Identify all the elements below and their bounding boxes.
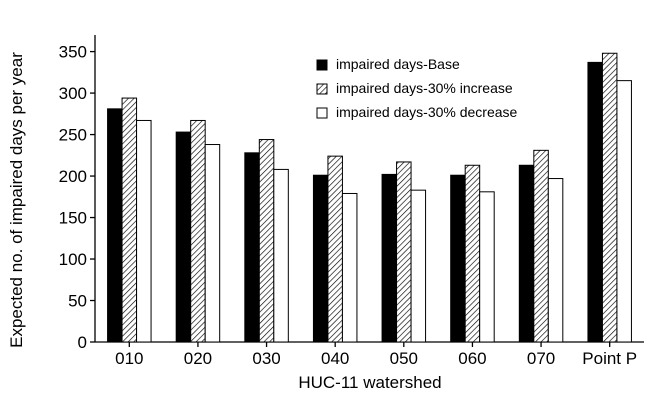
x-tick-label: 030 <box>252 349 280 368</box>
x-tick-label: 060 <box>458 349 486 368</box>
x-tick-label: 050 <box>390 349 418 368</box>
axis-labels: Expected no. of impaired days per year H… <box>7 52 442 392</box>
bar-040-series-3 <box>341 192 358 343</box>
y-tick-label: 200 <box>59 167 87 186</box>
x-tick-label: 020 <box>184 349 212 368</box>
x-axis-label: HUC-11 watershed <box>298 373 441 392</box>
legend-swatch <box>316 107 328 119</box>
legend-label: impaired days-30% increase <box>336 80 513 96</box>
bar-070-series-2 <box>533 149 549 343</box>
legend-label: impaired days-30% decrease <box>336 104 518 120</box>
y-tick-label: 50 <box>68 292 87 311</box>
bar-020-series-1 <box>175 131 192 343</box>
legend-background <box>310 50 560 132</box>
bar-040-series-1 <box>312 174 329 343</box>
bar-040-series-2 <box>327 155 343 343</box>
legend-label: impaired days-Base <box>336 56 460 72</box>
bar-point-p-series-2 <box>601 52 618 343</box>
bar-050-series-2 <box>396 161 412 343</box>
bar-point-p-series-1 <box>587 61 603 343</box>
bar-070-series-3 <box>547 178 564 343</box>
x-tick-label: 040 <box>321 349 349 368</box>
y-tick-label: 300 <box>59 84 87 103</box>
y-tick-label: 0 <box>78 333 87 352</box>
bar-010-series-1 <box>107 108 123 343</box>
bar-050-series-3 <box>410 189 427 343</box>
x-tick-label: 010 <box>115 349 143 368</box>
bar-060-series-3 <box>479 191 495 343</box>
bar-030-series-1 <box>244 152 260 343</box>
bar-030-series-3 <box>273 168 289 343</box>
bar-070-series-1 <box>518 164 535 343</box>
x-tick-label: 070 <box>527 349 555 368</box>
bar-060-series-1 <box>450 174 466 343</box>
bar-010-series-3 <box>136 119 152 343</box>
bar-point-p-series-3 <box>616 80 632 343</box>
bar-060-series-2 <box>464 164 481 343</box>
y-axis-label: Expected no. of impaired days per year <box>7 52 26 348</box>
y-tick-label: 100 <box>59 250 87 269</box>
x-tick-label: Point P <box>582 349 637 368</box>
bar-020-series-2 <box>190 119 206 343</box>
bar-030-series-2 <box>258 139 275 343</box>
legend-swatch <box>316 83 328 95</box>
bar-050-series-1 <box>381 173 398 343</box>
legend: impaired days-Base impaired days-30% incr… <box>310 50 560 132</box>
y-tick-label: 250 <box>59 126 87 145</box>
bars <box>107 52 632 343</box>
y-tick-label: 350 <box>59 43 87 62</box>
y-tick-label: 150 <box>59 209 87 228</box>
legend-swatch <box>316 59 328 71</box>
bar-020-series-3 <box>204 144 221 343</box>
bar-010-series-2 <box>121 97 138 343</box>
